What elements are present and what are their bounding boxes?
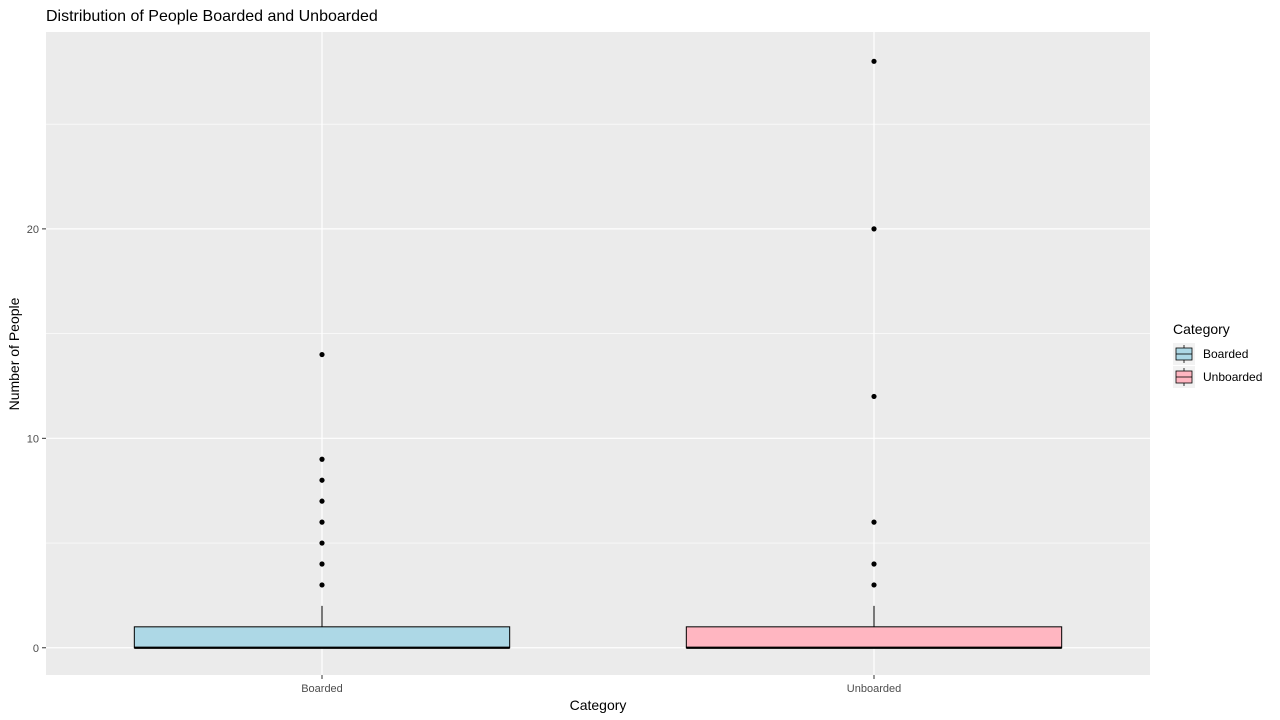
plot-panel	[46, 32, 1150, 675]
y-tick-label: 10	[27, 433, 39, 445]
outlier-point	[319, 519, 325, 525]
outlier-point	[319, 498, 325, 504]
outlier-point	[319, 456, 325, 462]
x-tick-label: Boarded	[301, 683, 343, 695]
box-series	[133, 58, 1063, 649]
y-axis-ticks: 0 10 20	[27, 224, 46, 655]
box-iqr	[133, 626, 511, 649]
y-tick-label: 20	[27, 224, 39, 236]
legend-title: Category	[1173, 321, 1230, 337]
outlier-point	[871, 226, 877, 232]
outlier-point	[871, 561, 877, 567]
box-boarded	[133, 351, 511, 649]
legend-label: Unboarded	[1203, 370, 1262, 384]
outlier-point	[871, 58, 877, 64]
outlier-point	[871, 393, 877, 400]
x-axis-title: Category	[570, 697, 627, 713]
outlier-point	[319, 477, 325, 483]
outlier-point	[871, 519, 877, 525]
chart-title: Distribution of People Boarded and Unboa…	[46, 8, 378, 25]
y-axis-title: Number of People	[6, 297, 22, 410]
outlier-point	[319, 540, 325, 546]
legend-label: Boarded	[1203, 347, 1248, 361]
legend-item-unboarded: Unboarded	[1173, 366, 1262, 388]
box-iqr	[685, 626, 1063, 649]
legend-item-boarded: Boarded	[1173, 343, 1248, 365]
outlier-point	[319, 351, 325, 358]
box-unboarded	[685, 58, 1063, 649]
outlier-point	[871, 582, 877, 588]
x-axis-ticks: Boarded Unboarded	[301, 675, 901, 695]
outlier-point	[319, 561, 325, 567]
outlier-point	[319, 582, 325, 588]
y-tick-label: 0	[33, 643, 39, 655]
legend: Category Boarded Unboarded	[1173, 321, 1262, 388]
x-tick-label: Unboarded	[847, 683, 901, 695]
